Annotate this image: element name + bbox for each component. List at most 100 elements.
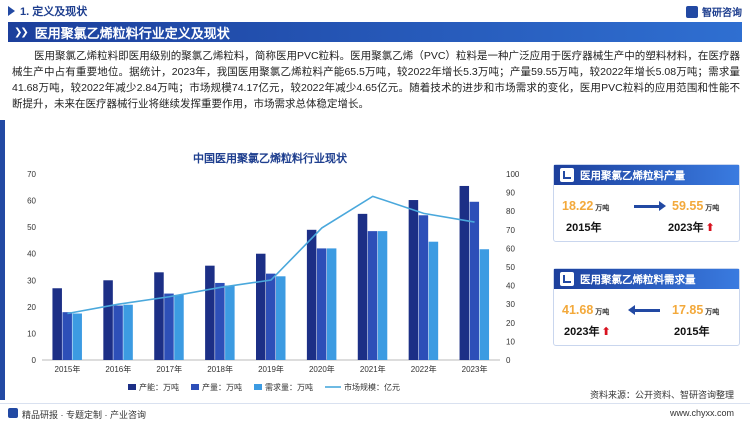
bar <box>174 294 184 360</box>
bar <box>428 241 439 360</box>
output-card-header: 医用聚氯乙烯粒料产量 <box>554 165 739 185</box>
bar <box>479 249 490 360</box>
industry-status-chart: 0 10 20 30 40 50 60 70 0 10 20 30 40 50 60 70 80 90 100 201… <box>27 170 520 392</box>
demand-card-header: 医用聚氯乙烯粒料需求量 <box>554 269 739 289</box>
report-icon <box>8 408 18 418</box>
bar <box>123 304 133 360</box>
legend-swatch <box>254 384 262 390</box>
y-right-tick-label: 20 <box>506 319 515 328</box>
bar <box>215 282 225 360</box>
bar <box>72 313 82 360</box>
y-right-tick-label: 100 <box>506 170 520 179</box>
demand-card-title: 医用聚氯乙烯粒料需求量 <box>580 273 696 286</box>
bar <box>52 288 62 360</box>
bar <box>154 272 164 360</box>
bar <box>225 285 235 360</box>
demand-2023-year: 2023年 ⬆ <box>564 326 611 338</box>
up-arrow-icon: ⬆ <box>601 326 611 338</box>
up-arrow-icon: ⬆ <box>705 222 715 234</box>
top-bar: 1. 定义及现状 智研咨询 <box>0 0 750 22</box>
y-left-tick-label: 20 <box>27 303 36 312</box>
y-left-tick-label: 0 <box>32 356 37 365</box>
legend-label: 需求量：万吨 <box>265 382 313 392</box>
brand-logo[interactable]: 智研咨询 <box>686 4 742 19</box>
bar <box>205 265 215 360</box>
y-right-tick-label: 70 <box>506 226 515 235</box>
output-2023-year: 2023年 ⬆ <box>668 222 715 234</box>
x-tick-label: 2018年 <box>207 364 233 374</box>
y-left-tick-label: 40 <box>27 250 36 259</box>
x-tick-label: 2019年 <box>258 364 284 374</box>
bar <box>367 231 378 360</box>
brand-logo-icon <box>686 5 698 18</box>
demand-2015-value: 17.85 万吨 <box>672 303 720 317</box>
chart-title: 中国医用聚氯乙烯粒料行业现状 <box>193 153 347 165</box>
bar <box>113 305 123 360</box>
bar <box>62 312 72 360</box>
bar <box>316 248 327 360</box>
footer-services: 精品研报 · 专题定制 · 产业咨询 <box>22 410 146 420</box>
x-tick-label: 2016年 <box>105 364 131 374</box>
bar <box>459 185 470 360</box>
y-left-tick-label: 10 <box>27 329 36 338</box>
intro-paragraph: 医用聚氯乙烯粒料即医用级别的聚氯乙烯粒料，简称医用PVC粒料。医用聚氯乙烯（PV… <box>12 50 740 110</box>
y-right-tick-label: 60 <box>506 244 515 253</box>
bar <box>357 213 368 360</box>
left-arrow-icon <box>628 305 660 315</box>
y-left-tick-label: 60 <box>27 197 36 206</box>
legend-label: 产能：万吨 <box>139 382 179 392</box>
demand-card: 医用聚氯乙烯粒料需求量 41.68 万吨 2023年 ⬆ 17.85 万吨 2015年 <box>553 268 740 346</box>
x-tick-label: 2015年 <box>55 364 81 374</box>
y-left-tick-label: 70 <box>27 170 36 179</box>
left-accent-bar <box>0 120 5 400</box>
bar <box>266 273 276 360</box>
x-tick-label: 2023年 <box>462 364 488 374</box>
y-right-tick-label: 0 <box>506 356 511 365</box>
legend-label: 产量：万吨 <box>202 382 242 392</box>
x-tick-label: 2021年 <box>360 364 386 374</box>
bar <box>326 248 337 360</box>
double-chevron-icon: ❯❯ <box>14 26 29 38</box>
legend-swatch <box>191 384 199 390</box>
section-arrow-icon <box>8 6 15 16</box>
x-tick-label: 2022年 <box>411 364 437 374</box>
output-2023-value: 59.55 万吨 <box>672 199 720 213</box>
output-card: 医用聚氯乙烯粒料产量 18.22 万吨 2015年 59.55 万吨 2023年 ⬆ <box>553 164 740 242</box>
output-2015-year: 2015年 <box>566 222 602 234</box>
title-bar: ❯❯ 医用聚氯乙烯粒料行业定义及现状 <box>8 22 742 42</box>
bar <box>306 229 317 360</box>
y-right-tick-label: 80 <box>506 207 515 216</box>
bar <box>469 201 480 360</box>
x-tick-label: 2017年 <box>156 364 182 374</box>
legend-swatch <box>128 384 136 390</box>
page-title: 医用聚氯乙烯粒料行业定义及现状 <box>34 25 230 41</box>
output-card-body: 18.22 万吨 2015年 59.55 万吨 2023年 ⬆ <box>554 185 739 241</box>
demand-card-body: 41.68 万吨 2023年 ⬆ 17.85 万吨 2015年 <box>554 289 739 345</box>
brand-logo-text: 智研咨询 <box>702 8 742 19</box>
bar <box>164 293 174 360</box>
bar <box>408 200 419 360</box>
chart-icon <box>560 168 574 182</box>
output-card-title: 医用聚氯乙烯粒料产量 <box>580 169 685 182</box>
section-label: 1. 定义及现状 <box>20 6 88 18</box>
right-arrow-icon <box>634 201 666 211</box>
demand-2023-value: 41.68 万吨 <box>562 303 610 317</box>
source-note: 资料来源：公开资料、智研咨询整理 <box>589 390 734 400</box>
y-left-tick-label: 30 <box>27 276 36 285</box>
chart-icon <box>560 272 574 286</box>
y-right-tick-label: 30 <box>506 300 515 309</box>
y-left-tick-label: 50 <box>27 223 36 232</box>
x-tick-label: 2020年 <box>309 364 335 374</box>
bar <box>418 215 429 360</box>
legend-label: 市场规模：亿元 <box>344 382 400 392</box>
footer: 精品研报 · 专题定制 · 产业咨询 www.chyxx.com <box>0 403 750 421</box>
y-right-tick-label: 50 <box>506 263 515 272</box>
footer-website-link[interactable]: www.chyxx.com <box>669 408 734 418</box>
y-right-tick-label: 90 <box>506 189 515 198</box>
y-right-tick-label: 40 <box>506 282 515 291</box>
y-right-tick-label: 10 <box>506 337 515 346</box>
bar <box>276 276 286 360</box>
bar <box>103 280 113 360</box>
market-size-line <box>67 195 475 315</box>
demand-2015-year: 2015年 <box>674 326 710 338</box>
